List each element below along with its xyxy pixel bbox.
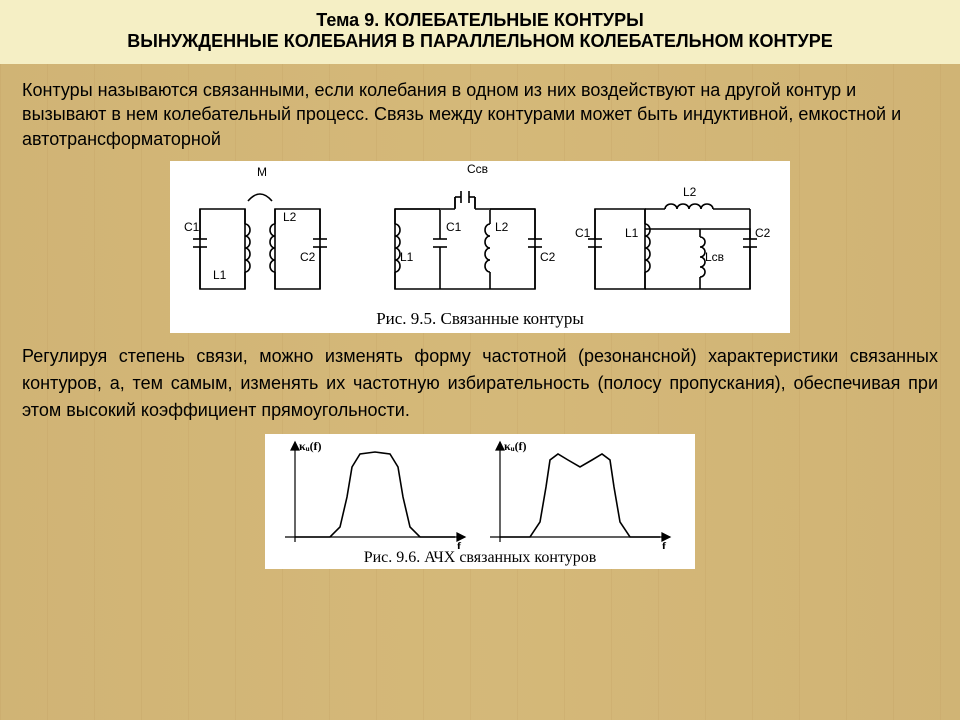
figure-9-5-caption: Рис. 9.5. Связанные контуры [170,309,790,329]
label-M: M [257,165,267,179]
label-L2a: L2 [283,210,297,224]
label-C2c: C2 [755,226,771,240]
header-title-2: ВЫНУЖДЕННЫЕ КОЛЕБАНИЯ В ПАРАЛЛЕЛЬНОМ КОЛ… [20,31,940,52]
label-L1b: L1 [400,250,414,264]
label-C1a: C1 [184,220,200,234]
figure-9-6-caption: Рис. 9.6. АЧХ связанных контуров [265,549,695,567]
label-L2c: L2 [683,185,697,199]
label-C2a: C2 [300,250,316,264]
label-C1c: C1 [575,226,591,240]
header-title-1: Тема 9. КОЛЕБАТЕЛЬНЫЕ КОНТУРЫ [20,10,940,31]
label-Csv: Cсв [467,162,488,176]
xlabel-left: f [457,539,462,549]
label-C2b: C2 [540,250,556,264]
paragraph-1: Контуры называются связанными, если коле… [0,64,960,157]
label-L2b: L2 [495,220,509,234]
ylabel-right: κᵤ(f) [504,439,527,453]
header-banner: Тема 9. КОЛЕБАТЕЛЬНЫЕ КОНТУРЫ ВЫНУЖДЕННЫ… [0,0,960,64]
xlabel-right: f [662,539,667,549]
label-L1c: L1 [625,226,639,240]
afc-svg: κᵤ(f) f κᵤ(f) f [265,434,695,549]
ylabel-left: κᵤ(f) [299,439,322,453]
figure-9-5: M C1 L1 L2 C2 Cсв L1 C1 L2 C2 C1 L1 L2 L… [170,161,790,333]
circuits-svg: M C1 L1 L2 C2 Cсв L1 C1 L2 C2 C1 L1 L2 L… [170,161,790,311]
label-C1b: C1 [446,220,462,234]
paragraph-2: Регулируя степень связи, можно изменять … [0,333,960,430]
label-L1a: L1 [213,268,227,282]
figure-9-6: κᵤ(f) f κᵤ(f) f Рис. 9.6. АЧХ связанных … [265,434,695,569]
label-Lsv: Lсв [705,250,724,264]
